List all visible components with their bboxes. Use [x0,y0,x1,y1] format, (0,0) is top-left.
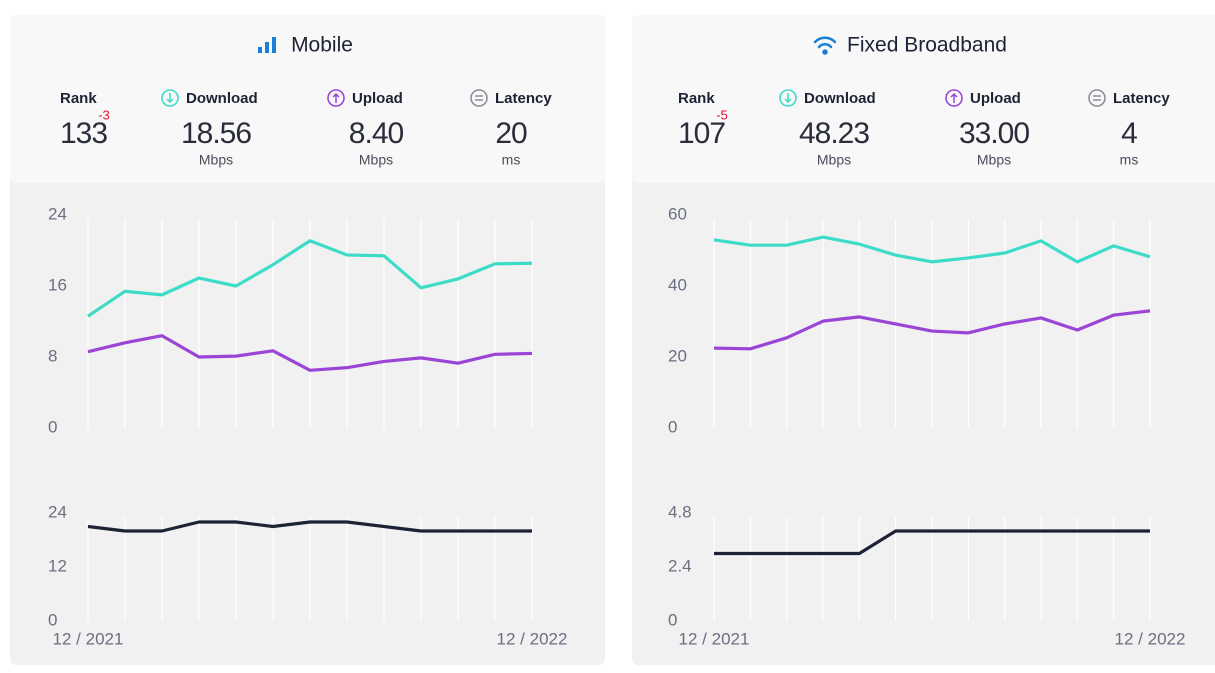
stat-value: 8.40 [349,117,404,150]
stat-icon [161,89,179,107]
stat-unit: Mbps [359,152,393,168]
y-tick-label: 0 [48,610,57,629]
stat-icon [470,89,488,107]
stat-unit: Mbps [977,152,1011,168]
series-line [87,334,533,372]
y-tick-label: 0 [668,417,677,436]
stat-icon-arrow [950,92,958,103]
stat-label: Upload [970,90,1021,107]
stat-label: Download [186,90,258,107]
y-tick-label: 0 [48,417,57,436]
stat-icon [327,89,345,107]
stat-value: 48.23 [799,117,869,150]
stat-icon-arrow [1093,95,1101,101]
stat-icon-arrow [475,95,483,101]
stat-icon [945,89,963,107]
series-line [713,309,1151,351]
y-tick-label: 12 [48,556,67,575]
icon-signal [258,37,276,53]
stat-icon-arrow [166,93,174,104]
y-tick-label: 0 [668,610,677,629]
y-tick-label: 24 [48,502,67,521]
stat-value: 107 [678,117,725,150]
stat-icon [1088,89,1106,107]
stat-label: Download [804,90,876,107]
stat-unit: Mbps [817,152,851,168]
y-tick-label: 4.8 [668,502,692,521]
stat-icon-arrow [332,92,340,103]
y-tick-label: 8 [48,346,57,365]
y-tick-label: 2.4 [668,556,692,575]
y-tick-label: 16 [48,275,67,294]
stat-unit: ms [502,152,521,168]
panel-title: Mobile [291,34,353,57]
stat-change: -5 [716,107,728,122]
stat-icon [779,89,797,107]
stat-label: Rank [678,90,715,107]
x-tick-label: 12 / 2021 [53,629,124,648]
stat-value: 18.56 [181,117,251,150]
x-tick-label: 12 / 2022 [1115,629,1186,648]
stat-value: 133 [60,117,107,150]
x-tick-label: 12 / 2021 [679,629,750,648]
icon-wifi [813,36,837,55]
y-tick-label: 20 [668,346,687,365]
stat-unit: ms [1120,152,1139,168]
stat-unit: Mbps [199,152,233,168]
y-tick-label: 24 [48,204,67,223]
x-tick-label: 12 / 2022 [497,629,568,648]
y-tick-label: 60 [668,204,687,223]
series-line [87,239,533,318]
panel-header [632,15,1215,183]
stat-icon-arrow [784,93,792,104]
series-line [713,235,1151,264]
y-tick-label: 40 [668,275,687,294]
panel-title: Fixed Broadband [847,34,1007,57]
stat-label: Upload [352,90,403,107]
series-line [714,529,1150,556]
stat-value: 20 [495,117,527,150]
stat-label: Rank [60,90,97,107]
panel-header [10,15,605,183]
stat-value: 33.00 [959,117,1029,150]
stat-value: 4 [1121,117,1137,150]
stat-label: Latency [1113,90,1170,107]
stat-label: Latency [495,90,552,107]
stat-change: -3 [98,107,110,122]
series-line [87,520,532,533]
